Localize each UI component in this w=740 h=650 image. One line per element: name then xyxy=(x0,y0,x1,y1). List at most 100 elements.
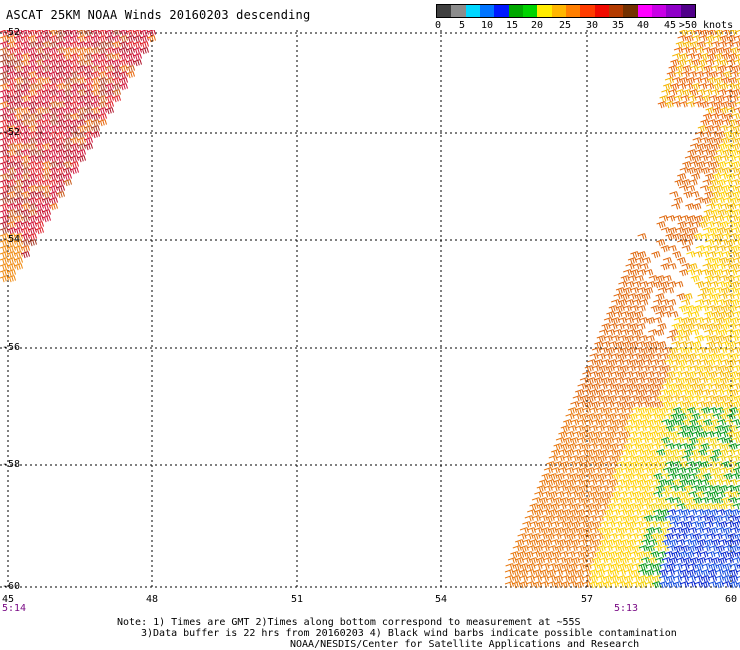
wind-barb xyxy=(700,53,710,61)
wind-barb xyxy=(118,83,128,91)
wind-barb xyxy=(13,173,23,181)
wind-barb xyxy=(13,65,23,73)
wind-barb xyxy=(678,305,688,313)
wind-barb xyxy=(27,239,37,247)
wind-barb xyxy=(0,257,9,265)
lat-lon-grid xyxy=(0,30,740,588)
wind-barb xyxy=(41,41,51,49)
wind-barb xyxy=(48,167,58,175)
wind-barb xyxy=(733,83,740,91)
wind-barb xyxy=(0,89,9,97)
lat-label: -56 xyxy=(2,342,21,353)
scale-label: 15 xyxy=(505,20,519,31)
wind-barb xyxy=(731,65,740,73)
wind-barb xyxy=(111,95,121,103)
wind-barb xyxy=(104,107,114,115)
wind-barb xyxy=(6,269,16,277)
wind-barb xyxy=(118,65,128,73)
wind-map xyxy=(0,30,740,589)
wind-barb xyxy=(0,215,9,223)
wind-barb xyxy=(27,173,37,181)
wind-barb xyxy=(13,245,23,253)
wind-barb xyxy=(90,65,100,73)
wind-barb xyxy=(55,173,65,181)
wind-barb xyxy=(665,233,675,241)
wind-barb xyxy=(0,191,9,199)
wind-barb xyxy=(13,53,23,61)
wind-barb xyxy=(13,113,23,121)
wind-barb xyxy=(83,101,93,109)
wind-barb xyxy=(0,155,9,163)
wind-barb xyxy=(97,59,107,67)
wind-barb xyxy=(0,275,9,283)
wind-barb xyxy=(146,35,156,43)
wind-barb xyxy=(111,71,121,79)
wind-barb xyxy=(97,95,107,103)
color-bar-segment xyxy=(522,5,538,17)
color-bar xyxy=(436,4,696,18)
wind-barb xyxy=(48,125,58,133)
wind-barb xyxy=(41,89,51,97)
wind-barb xyxy=(48,173,58,181)
wind-barb xyxy=(13,257,23,265)
scale-label: 40 xyxy=(636,20,650,31)
wind-barb xyxy=(13,191,23,199)
color-bar-segment xyxy=(651,5,667,17)
wind-barb xyxy=(55,113,65,121)
wind-barb xyxy=(13,47,23,55)
wind-barb xyxy=(13,35,23,43)
lon-label: 57 xyxy=(580,594,594,605)
wind-barb xyxy=(710,143,721,151)
wind-barb xyxy=(20,155,30,163)
wind-barb xyxy=(6,53,16,61)
scale-label: 25 xyxy=(558,20,572,31)
wind-barb xyxy=(627,257,637,265)
wind-barb xyxy=(83,143,93,151)
product-title: ASCAT 25KM NOAA Winds 20160203 descendin… xyxy=(6,8,311,22)
wind-barb xyxy=(0,137,9,145)
wind-barb xyxy=(0,83,9,91)
pass-time-right: 5:13 xyxy=(614,603,639,614)
wind-barb xyxy=(83,83,93,91)
wind-barb xyxy=(27,233,37,241)
color-bar-segment xyxy=(680,5,695,17)
wind-barb xyxy=(41,161,51,169)
wind-barb xyxy=(41,209,51,217)
wind-barb xyxy=(541,473,551,481)
wind-barb xyxy=(83,137,93,145)
wind-barb xyxy=(34,53,44,61)
wind-barb xyxy=(6,131,16,139)
color-bar-segment xyxy=(666,5,681,17)
wind-barb xyxy=(41,197,51,205)
wind-barb xyxy=(104,59,114,67)
wind-barb xyxy=(722,47,732,55)
wind-barb xyxy=(111,35,121,43)
wind-barb xyxy=(0,77,9,85)
wind-barb xyxy=(34,83,44,91)
wind-barb xyxy=(676,257,686,265)
lat-label: -58 xyxy=(2,459,21,470)
wind-barb xyxy=(567,407,577,415)
wind-barb xyxy=(0,185,9,193)
wind-barb xyxy=(551,449,561,457)
note-line-2: 3)Data buffer is 22 hrs from 20160203 4)… xyxy=(141,628,677,639)
scale-label: 45 xyxy=(663,20,677,31)
wind-barb xyxy=(737,132,740,135)
wind-barb xyxy=(675,41,685,49)
wind-barb xyxy=(20,71,30,79)
wind-barb xyxy=(6,245,16,253)
lat-label: -52 xyxy=(2,127,21,138)
wind-barb xyxy=(48,30,58,37)
wind-barb xyxy=(69,30,79,37)
wind-barb xyxy=(125,65,135,73)
wind-barb xyxy=(34,113,44,121)
wind-barb xyxy=(104,83,114,91)
wind-barb xyxy=(76,149,86,157)
wind-barb xyxy=(27,149,37,157)
wind-barb xyxy=(48,197,58,205)
wind-barb xyxy=(111,65,121,73)
wind-barb xyxy=(0,41,9,49)
wind-barb xyxy=(650,305,660,313)
wind-barb xyxy=(139,30,149,37)
wind-barb xyxy=(6,215,16,223)
